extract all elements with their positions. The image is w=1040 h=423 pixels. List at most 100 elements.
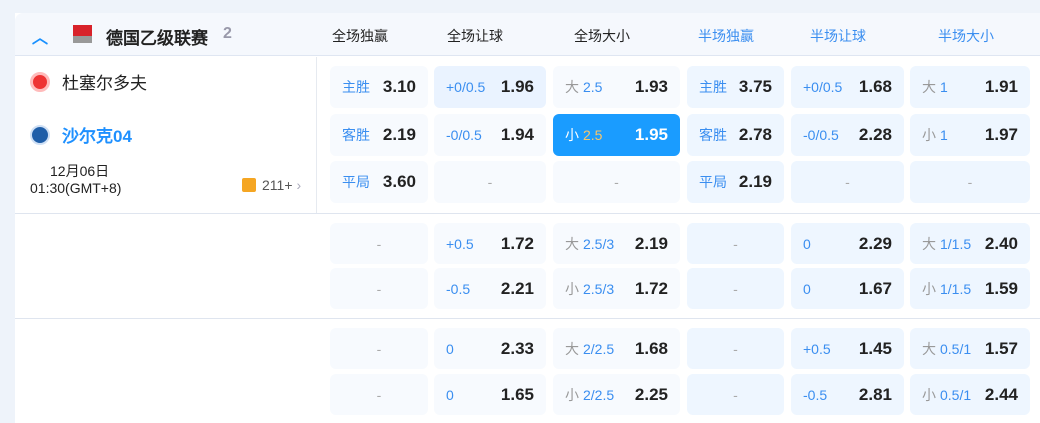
odds-cell: -: [687, 268, 784, 309]
home-team[interactable]: 杜塞尔多夫: [30, 69, 147, 94]
block-separator: [15, 318, 1040, 319]
odds-cell: -: [330, 374, 428, 415]
empty-odds: -: [614, 174, 619, 190]
odds-cell[interactable]: 大 2.5/3 2.19: [553, 223, 680, 264]
column-header: 半场独赢: [698, 28, 754, 44]
odds-cell: -: [687, 328, 784, 369]
empty-odds: -: [376, 386, 382, 403]
divider: [316, 57, 317, 213]
bet-side: 小: [565, 280, 579, 297]
bet-line: 0: [803, 235, 811, 252]
odds-value: 1.94: [500, 125, 534, 144]
odds-value: 2.19: [634, 233, 668, 253]
odds-cell[interactable]: +0.5 1.45: [791, 328, 904, 369]
odds-value: 1.72: [634, 278, 668, 298]
odds-cell[interactable]: 大 1 1.91: [910, 66, 1030, 108]
odds-cell[interactable]: 平局 2.19: [687, 161, 784, 203]
empty-odds: -: [733, 235, 738, 252]
away-team[interactable]: 沙尔克04: [30, 122, 132, 147]
odds-value: 1.96: [500, 77, 534, 96]
empty-odds: -: [733, 386, 738, 403]
odds-value: 2.81: [858, 384, 892, 404]
bet-line: 2.5: [583, 79, 603, 95]
odds-cell[interactable]: 小 2.5 1.95: [553, 114, 680, 156]
bet-side: 大: [565, 340, 579, 357]
odds-cell[interactable]: 大 1/1.5 2.40: [910, 223, 1030, 264]
bet-side: 小: [922, 127, 936, 143]
odds-value: 2.29: [858, 233, 892, 253]
odds-value: 1.45: [858, 338, 892, 358]
away-team-name: 沙尔克04: [62, 127, 132, 146]
odds-cell[interactable]: 小 2/2.5 2.25: [553, 374, 680, 415]
odds-value: 2.78: [738, 125, 772, 144]
bet-line: 平局: [342, 174, 370, 190]
odds-value: 1.68: [634, 338, 668, 358]
column-header: 全场独赢: [332, 28, 388, 44]
odds-cell[interactable]: 平局 3.60: [330, 161, 428, 203]
odds-cell[interactable]: 0 2.33: [434, 328, 546, 369]
odds-value: 1.59: [984, 278, 1018, 298]
bet-side: 大: [922, 340, 936, 357]
odds-value: 1.57: [984, 338, 1018, 358]
more-markets-link[interactable]: 211+ ›: [242, 177, 301, 193]
odds-cell: -: [910, 161, 1030, 203]
bet-side: 小: [565, 127, 579, 143]
odds-value: 3.10: [382, 77, 416, 96]
odds-cell[interactable]: -0.5 2.21: [434, 268, 546, 309]
odds-value: 2.19: [382, 125, 416, 144]
league-name: 德国乙级联赛: [106, 29, 208, 48]
odds-cell: -: [434, 161, 546, 203]
odds-cell[interactable]: +0/0.5 1.96: [434, 66, 546, 108]
odds-value: 2.21: [500, 278, 534, 298]
odds-cell: -: [330, 328, 428, 369]
match-date: 12月06日: [50, 163, 110, 179]
match-count: 2: [223, 25, 232, 42]
column-header: 半场大小: [938, 28, 994, 44]
odds-cell[interactable]: -0.5 2.81: [791, 374, 904, 415]
odds-cell[interactable]: 大 2.5 1.93: [553, 66, 680, 108]
odds-cell[interactable]: -0/0.5 2.28: [791, 114, 904, 156]
odds-cell[interactable]: 0 2.29: [791, 223, 904, 264]
bet-line: 0: [446, 386, 454, 403]
odds-cell[interactable]: 小 0.5/1 2.44: [910, 374, 1030, 415]
odds-cell[interactable]: 大 0.5/1 1.57: [910, 328, 1030, 369]
bet-side: 大: [922, 79, 936, 95]
odds-value: 2.44: [984, 384, 1018, 404]
empty-odds: -: [376, 235, 382, 252]
bet-side: 小: [922, 386, 936, 403]
odds-cell[interactable]: 0 1.65: [434, 374, 546, 415]
league-header[interactable]: ︿ 德国乙级联赛 2: [15, 13, 1040, 56]
odds-cell: -: [330, 223, 428, 264]
odds-cell[interactable]: +0/0.5 1.68: [791, 66, 904, 108]
odds-value: 2.40: [984, 233, 1018, 253]
empty-odds: -: [376, 340, 382, 357]
odds-cell[interactable]: 小 1 1.97: [910, 114, 1030, 156]
away-team-logo-icon: [30, 124, 50, 145]
odds-cell[interactable]: 主胜 3.10: [330, 66, 428, 108]
odds-cell: -: [330, 268, 428, 309]
odds-cell[interactable]: 大 2/2.5 1.68: [553, 328, 680, 369]
odds-cell[interactable]: -0/0.5 1.94: [434, 114, 546, 156]
odds-value: 1.93: [634, 77, 668, 96]
odds-value: 2.25: [634, 384, 668, 404]
odds-value: 1.97: [984, 125, 1018, 144]
odds-cell[interactable]: 客胜 2.78: [687, 114, 784, 156]
odds-cell[interactable]: +0.5 1.72: [434, 223, 546, 264]
odds-cell[interactable]: 小 2.5/3 1.72: [553, 268, 680, 309]
bet-line: 1/1.5: [940, 280, 972, 297]
odds-cell: -: [687, 223, 784, 264]
odds-cell[interactable]: 主胜 3.75: [687, 66, 784, 108]
bet-line: 1: [940, 79, 948, 95]
empty-odds: -: [733, 280, 738, 297]
chevron-right-icon: ›: [296, 177, 302, 193]
bet-line: 平局: [699, 174, 727, 190]
column-header: 全场大小: [574, 28, 630, 44]
odds-cell[interactable]: 0 1.67: [791, 268, 904, 309]
odds-cell[interactable]: 小 1/1.5 1.59: [910, 268, 1030, 309]
chevron-up-icon[interactable]: ︿: [32, 30, 49, 47]
bet-line: 2.5: [583, 127, 603, 143]
bet-line: -0.5: [446, 280, 471, 297]
empty-odds: -: [967, 174, 973, 190]
odds-value: 2.28: [858, 125, 892, 144]
odds-cell[interactable]: 客胜 2.19: [330, 114, 428, 156]
